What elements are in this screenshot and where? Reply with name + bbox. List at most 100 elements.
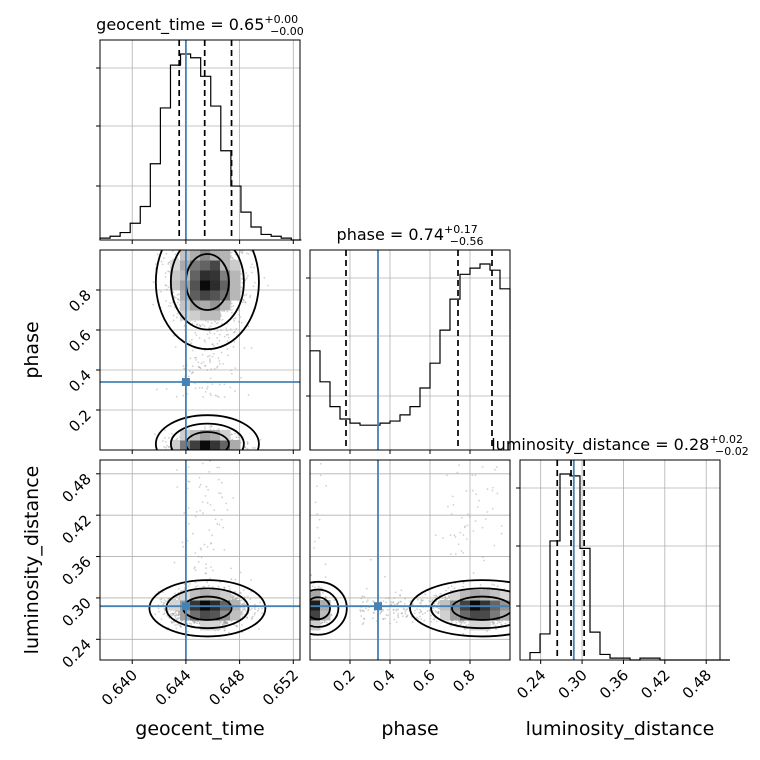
sample-point [234,253,237,256]
sample-point [204,572,207,575]
sample-point [240,592,242,595]
sample-point [204,494,207,497]
sample-point [172,612,175,615]
sample-point [220,481,223,484]
sample-point [239,316,242,319]
sample-point [240,286,243,289]
density-cell [190,310,201,321]
sample-point [169,305,172,308]
sample-point [212,352,215,355]
sample-point [208,529,211,532]
sample-point [226,622,229,625]
sample-point [218,333,221,336]
sample-point [235,436,238,439]
sample-point [194,552,197,554]
sample-point [197,365,200,368]
sample-point [218,383,221,386]
sample-point [214,320,216,323]
panel-title-phase: phase = 0.74+0.17 −0.56 [337,223,484,248]
sample-point [216,337,219,339]
sample-point [191,365,194,368]
histogram-geocent_time [99,53,302,241]
sample-point [176,312,179,315]
sample-point [230,251,233,254]
panel-frame [519,459,721,661]
density-cell [190,290,201,301]
sample-point [251,615,254,618]
sample-point [167,597,170,600]
sample-point [244,446,247,449]
truth-marker [181,378,190,386]
sample-point [203,349,206,352]
sample-point [195,334,198,336]
sample-point [217,396,220,399]
sample-point [177,614,180,616]
sample-point [175,316,178,319]
sample-point [244,301,247,304]
sample-point [219,362,221,365]
sample-point [218,466,221,469]
density-cell [170,280,181,291]
sample-point [172,335,175,337]
sample-point [213,509,216,511]
sample-point [217,428,220,430]
sample-point [160,260,163,263]
title-sub: −0.56 [450,235,484,248]
sample-point [223,629,226,632]
sample-point [164,436,166,439]
sample-point [230,433,232,436]
sample-point [167,286,170,289]
sample-point [223,548,226,551]
sample-point [189,370,191,373]
sample-point [267,284,270,287]
sample-point [160,600,163,603]
sample-point [209,392,212,395]
title-main: luminosity_distance = 0.28 [491,435,709,455]
sample-point [218,523,221,526]
sample-point [224,621,227,624]
contour-level-2 [154,250,260,351]
sample-point [206,333,209,336]
sample-point [187,507,190,510]
sample-point [213,367,216,370]
sample-point [193,356,196,359]
sample-point [174,615,177,617]
title-sup: +0.02 [709,433,743,446]
sample-point [232,258,235,261]
density-cell [190,430,201,441]
sample-point [223,586,226,589]
sample-point [241,251,244,254]
histogram-phase [309,263,511,450]
sample-point [223,586,225,589]
sample-point [242,607,244,609]
sample-point [206,387,208,390]
sample-point [165,288,168,291]
sample-point [182,394,185,397]
sample-point [208,354,211,357]
sample-point [232,596,235,598]
density-cell [210,290,221,301]
density-cell [200,290,211,301]
sample-point [204,364,207,367]
sample-point [197,555,200,558]
sample-point [233,320,236,322]
sample-point [226,329,228,332]
sample-point [197,620,200,623]
sample-point [226,348,229,350]
sample-point [209,332,211,334]
sample-point [199,325,202,328]
sample-point [203,325,206,327]
sample-point [246,443,249,446]
sample-point [209,504,212,506]
density-cell [200,260,211,271]
density-cell [190,260,201,271]
panel-title-geocent_time: geocent_time = 0.65+0.00 −0.00 [96,13,304,38]
sample-point [152,303,155,306]
sample-point [174,346,177,348]
panel-frame [309,249,511,451]
sample-point [263,277,266,279]
sample-point [211,383,214,386]
sample-point [166,614,168,617]
sample-point [193,621,196,624]
sample-point [208,358,211,360]
